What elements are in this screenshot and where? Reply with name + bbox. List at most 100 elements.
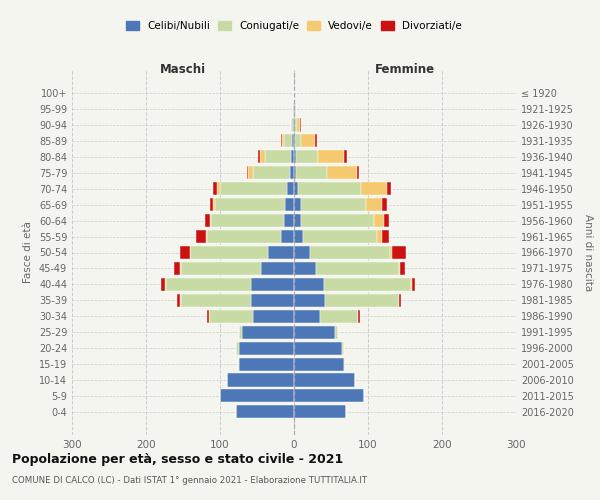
- Bar: [247, 166, 248, 179]
- Text: Popolazione per età, sesso e stato civile - 2021: Popolazione per età, sesso e stato civil…: [12, 452, 343, 466]
- Bar: [236, 406, 294, 418]
- Bar: [323, 278, 411, 291]
- Bar: [180, 294, 181, 307]
- Bar: [181, 294, 251, 307]
- Bar: [227, 374, 294, 386]
- Bar: [294, 374, 355, 386]
- Text: COMUNE DI CALCO (LC) - Dati ISTAT 1° gennaio 2021 - Elaborazione TUTTITALIA.IT: COMUNE DI CALCO (LC) - Dati ISTAT 1° gen…: [12, 476, 367, 485]
- Bar: [411, 278, 412, 291]
- Bar: [239, 358, 294, 370]
- Bar: [265, 150, 291, 164]
- Legend: Celibi/Nubili, Coniugati/e, Vedovi/e, Divorziati/e: Celibi/Nubili, Coniugati/e, Vedovi/e, Di…: [122, 17, 466, 36]
- Bar: [206, 230, 281, 243]
- Bar: [382, 198, 387, 211]
- Bar: [296, 150, 319, 164]
- Bar: [357, 166, 359, 179]
- Bar: [294, 134, 295, 147]
- Bar: [253, 166, 290, 179]
- Bar: [177, 294, 180, 307]
- Bar: [180, 246, 190, 259]
- Bar: [294, 246, 310, 259]
- Bar: [377, 230, 382, 243]
- Bar: [294, 358, 344, 370]
- Bar: [284, 134, 292, 147]
- Bar: [344, 358, 345, 370]
- Bar: [242, 326, 294, 338]
- Bar: [217, 182, 220, 196]
- Bar: [220, 182, 287, 196]
- Bar: [294, 310, 320, 323]
- Y-axis label: Anni di nascita: Anni di nascita: [583, 214, 593, 291]
- Bar: [205, 214, 211, 227]
- Bar: [268, 246, 294, 259]
- Bar: [281, 134, 282, 147]
- Bar: [238, 358, 239, 370]
- Bar: [310, 246, 390, 259]
- Bar: [390, 246, 392, 259]
- Bar: [209, 198, 214, 211]
- Bar: [335, 326, 338, 338]
- Bar: [387, 182, 391, 196]
- Bar: [295, 134, 301, 147]
- Bar: [253, 310, 294, 323]
- Bar: [291, 150, 294, 164]
- Bar: [196, 230, 206, 243]
- Bar: [295, 102, 296, 116]
- Bar: [328, 166, 357, 179]
- Bar: [344, 150, 347, 164]
- Bar: [260, 150, 265, 164]
- Bar: [220, 390, 294, 402]
- Bar: [165, 278, 166, 291]
- Bar: [342, 342, 344, 354]
- Bar: [294, 294, 325, 307]
- Bar: [294, 214, 301, 227]
- Bar: [316, 262, 399, 275]
- Bar: [248, 166, 253, 179]
- Bar: [400, 262, 405, 275]
- Bar: [291, 118, 293, 132]
- Y-axis label: Fasce di età: Fasce di età: [23, 222, 33, 284]
- Bar: [301, 198, 366, 211]
- Bar: [281, 230, 294, 243]
- Bar: [358, 310, 360, 323]
- Bar: [285, 198, 294, 211]
- Bar: [287, 182, 294, 196]
- Bar: [209, 310, 253, 323]
- Bar: [294, 166, 296, 179]
- Bar: [294, 262, 316, 275]
- Bar: [399, 262, 400, 275]
- Bar: [294, 118, 295, 132]
- Bar: [294, 342, 342, 354]
- Bar: [181, 262, 260, 275]
- Bar: [294, 230, 303, 243]
- Bar: [294, 406, 346, 418]
- Bar: [284, 214, 294, 227]
- Bar: [294, 326, 335, 338]
- Bar: [399, 294, 401, 307]
- Bar: [366, 198, 382, 211]
- Bar: [361, 182, 387, 196]
- Bar: [320, 310, 358, 323]
- Bar: [211, 214, 284, 227]
- Bar: [301, 134, 315, 147]
- Bar: [236, 342, 239, 354]
- Bar: [259, 150, 260, 164]
- Bar: [392, 246, 406, 259]
- Bar: [303, 230, 377, 243]
- Bar: [208, 310, 209, 323]
- Bar: [239, 342, 294, 354]
- Bar: [325, 294, 399, 307]
- Bar: [251, 294, 294, 307]
- Bar: [382, 230, 389, 243]
- Bar: [412, 278, 415, 291]
- Bar: [296, 166, 328, 179]
- Bar: [300, 118, 301, 132]
- Bar: [190, 246, 268, 259]
- Bar: [294, 182, 298, 196]
- Bar: [294, 102, 295, 116]
- Bar: [282, 134, 284, 147]
- Bar: [297, 118, 300, 132]
- Bar: [315, 134, 317, 147]
- Bar: [319, 150, 344, 164]
- Bar: [180, 262, 181, 275]
